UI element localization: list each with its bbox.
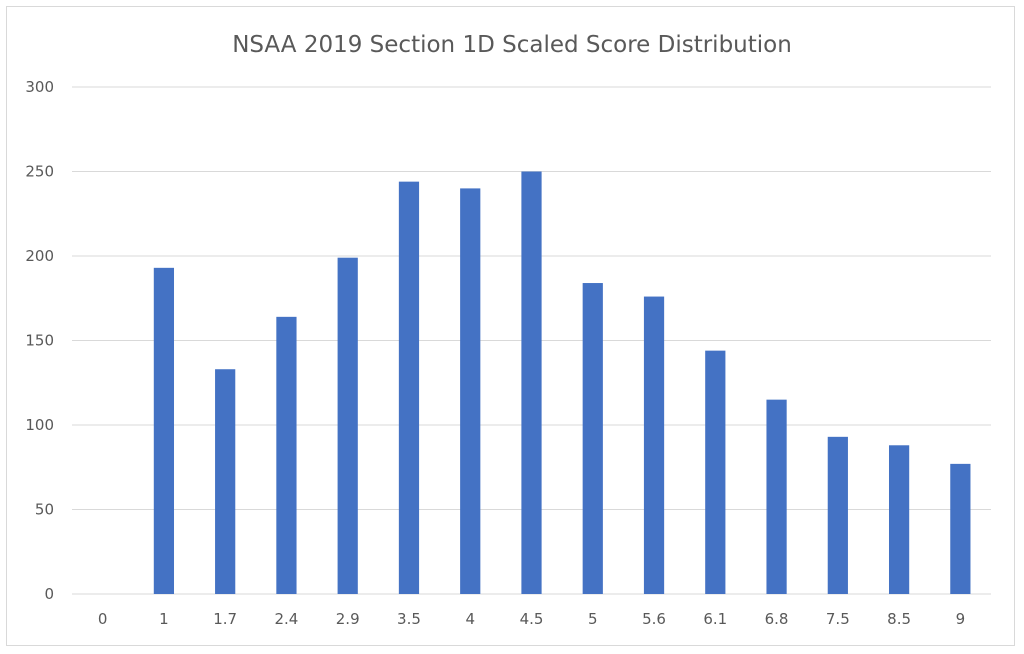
chart-title: NSAA 2019 Section 1D Scaled Score Distri… — [232, 32, 792, 58]
x-tick-label: 6.1 — [703, 610, 727, 628]
bar-2.9 — [337, 257, 358, 594]
y-tick-label: 200 — [25, 247, 54, 265]
x-tick-label: 8.5 — [887, 610, 911, 628]
x-tick-label: 2.9 — [336, 610, 360, 628]
bars — [153, 171, 971, 594]
bar-7.5 — [827, 436, 848, 594]
x-tick-label: 2.4 — [275, 610, 299, 628]
y-tick-label: 50 — [35, 501, 54, 519]
x-tick-label: 3.5 — [397, 610, 421, 628]
x-tick-label: 1.7 — [213, 610, 237, 628]
y-tick-label: 150 — [25, 332, 54, 350]
bar-4 — [460, 188, 481, 594]
bar-3.5 — [398, 181, 420, 594]
y-tick-label: 300 — [25, 78, 54, 96]
bar-6.1 — [705, 350, 726, 594]
bar-9 — [950, 463, 971, 594]
x-tick-label: 9 — [956, 610, 966, 628]
y-axis-tick-labels: 0 50 100 150 200 250 300 — [25, 78, 54, 603]
y-tick-label: 250 — [25, 163, 54, 181]
bar-5.6 — [643, 296, 665, 594]
x-tick-label: 5 — [588, 610, 598, 628]
bar-8.5 — [888, 445, 910, 594]
x-tick-label: 5.6 — [642, 610, 666, 628]
x-axis-tick-labels: 0 1 1.7 2.4 2.9 3.5 4 4.5 5 5.6 6.1 6.8 7.5 8.5 9 — [98, 610, 965, 628]
x-tick-label: 4.5 — [520, 610, 544, 628]
x-tick-label: 4 — [465, 610, 475, 628]
bar-1 — [153, 267, 175, 594]
bar-1.7 — [215, 369, 236, 594]
y-tick-label: 0 — [44, 585, 54, 603]
x-tick-label: 7.5 — [826, 610, 850, 628]
bar-2.4 — [276, 316, 297, 594]
y-tick-label: 100 — [25, 416, 54, 434]
bar-6.8 — [766, 399, 787, 594]
bar-4.5 — [521, 171, 542, 594]
x-tick-label: 6.8 — [765, 610, 789, 628]
bar-5 — [582, 283, 603, 594]
x-tick-label: 1 — [159, 610, 169, 628]
x-tick-label: 0 — [98, 610, 108, 628]
